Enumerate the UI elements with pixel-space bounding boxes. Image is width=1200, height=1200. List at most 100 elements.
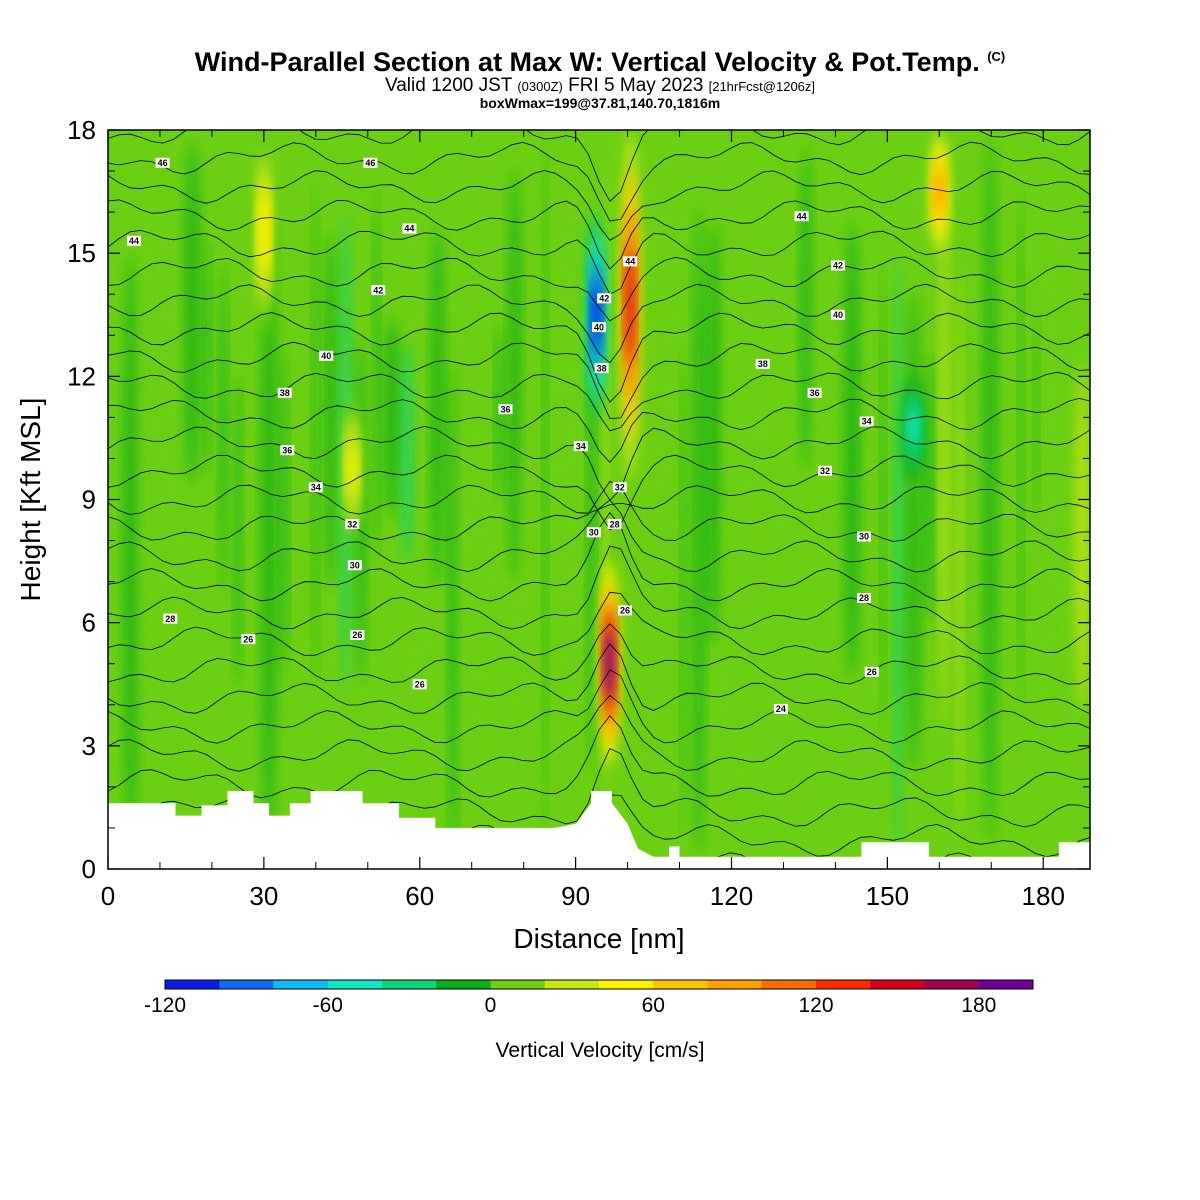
theta-label-text: 28	[859, 593, 869, 603]
theta-label-text: 46	[158, 158, 168, 168]
x-tick-label: 90	[561, 881, 590, 911]
velocity-streak	[831, 239, 843, 507]
valid-utc: (0300Z)	[517, 79, 563, 94]
theta-label-box	[618, 605, 632, 616]
x-tick-label: 30	[249, 881, 278, 911]
theta-contour-label: 28	[857, 593, 871, 603]
forecast-info: [21hrFcst@1206z]	[708, 79, 816, 94]
theta-label-text: 30	[589, 528, 599, 538]
theta-label-text: 40	[594, 322, 604, 332]
velocity-core	[259, 197, 268, 268]
plot-area	[108, 130, 1090, 869]
velocity-streak	[970, 191, 980, 704]
theta-contour-label: 36	[280, 445, 295, 455]
valid-date: FRI 5 May 2023	[568, 75, 704, 96]
velocity-core	[348, 444, 357, 494]
theta-contour-label: 38	[755, 359, 770, 369]
colorbar-swatch	[599, 980, 654, 989]
theta-contour-label: 40	[319, 350, 334, 361]
theta-label-text: 36	[282, 445, 292, 455]
velocity-streak	[172, 168, 182, 639]
theta-contour-label: 34	[308, 482, 323, 493]
colorbar-swatch	[382, 980, 437, 989]
theta-label-text: 24	[776, 704, 786, 714]
theta-label-box	[612, 482, 627, 493]
velocity-streak	[707, 222, 721, 648]
theta-contour-label: 26	[241, 634, 256, 644]
colorbar-tick-label: 0	[485, 994, 497, 1017]
chart-title: Wind-Parallel Section at Max W: Vertical…	[194, 47, 980, 77]
theta-contour-label: 32	[612, 482, 627, 493]
velocity-streak	[557, 334, 564, 523]
velocity-streak	[247, 211, 260, 806]
theta-contour-label: 24	[773, 703, 788, 714]
theta-contour-line	[108, 141, 1090, 222]
velocity-core	[592, 279, 601, 350]
theta-label-text: 44	[404, 224, 414, 234]
theta-label-text: 44	[797, 211, 807, 221]
theta-label-box	[127, 235, 141, 246]
velocity-core	[605, 628, 614, 699]
theta-contour-label: 30	[857, 531, 871, 542]
velocity-streak	[722, 233, 736, 820]
colorbar-swatch	[544, 980, 600, 989]
theta-label-text: 34	[576, 441, 586, 451]
colorbar-swatch	[924, 980, 980, 989]
theta-label-text: 26	[352, 630, 362, 640]
x-axis-title: Distance [nm]	[513, 923, 684, 954]
colorbar-swatch	[327, 980, 383, 989]
theta-label-box	[163, 613, 178, 624]
theta-label-box	[857, 531, 871, 542]
velocity-streak	[984, 136, 996, 845]
theta-label-box	[371, 285, 386, 296]
velocity-streak	[432, 227, 444, 588]
theta-contour-label: 28	[163, 613, 178, 624]
theta-label-box	[831, 260, 845, 271]
theta-contour-label: 44	[127, 235, 141, 246]
theta-label-text: 36	[810, 388, 820, 398]
theta-contour-label: 30	[586, 527, 601, 538]
theta-contour-label: 42	[371, 285, 386, 296]
colorbar-tick-label: -120	[144, 994, 186, 1017]
velocity-streak	[479, 344, 489, 628]
velocity-streak	[646, 312, 660, 731]
velocity-core	[935, 170, 944, 213]
theta-contour-line	[108, 199, 1090, 270]
velocity-streak	[509, 168, 521, 579]
theta-contour-label: 44	[794, 211, 809, 222]
velocity-streak	[664, 287, 672, 759]
theta-label-text: 26	[620, 606, 630, 616]
velocity-streak	[235, 372, 242, 686]
velocity-streak	[894, 256, 903, 855]
theta-contour-label: 26	[864, 666, 879, 677]
colorbar-frame	[164, 979, 1034, 990]
theta-contour-label: 28	[607, 519, 622, 529]
theta-label-text: 44	[129, 236, 139, 246]
theta-contour-label: 34	[573, 441, 588, 451]
velocity-streak	[402, 342, 413, 563]
theta-contour-label: 30	[347, 560, 362, 570]
theta-contour-line	[108, 545, 1090, 630]
theta-label-text: 44	[625, 257, 635, 267]
theta-contour-label: 26	[350, 630, 365, 640]
velocity-streak	[140, 231, 153, 753]
velocity-streak	[1018, 185, 1024, 709]
colorbar-swatch	[219, 980, 274, 989]
theta-label-box	[592, 322, 606, 333]
theta-label-box	[308, 482, 323, 493]
velocity-streak	[281, 347, 288, 676]
velocity-core	[626, 245, 635, 364]
theta-contour-label: 46	[155, 157, 170, 168]
theta-contour-label: 26	[618, 605, 632, 616]
theta-label-box	[831, 309, 845, 320]
theta-label-box	[586, 527, 601, 538]
theta-label-text: 38	[758, 359, 768, 369]
theta-contour-label: 32	[818, 465, 832, 476]
velocity-streak	[940, 173, 949, 728]
theta-label-box	[623, 256, 638, 267]
theta-label-box	[794, 211, 809, 222]
x-tick-label: 150	[866, 881, 909, 911]
theta-contour-line	[108, 499, 1090, 573]
theta-contour-line	[108, 643, 1090, 715]
